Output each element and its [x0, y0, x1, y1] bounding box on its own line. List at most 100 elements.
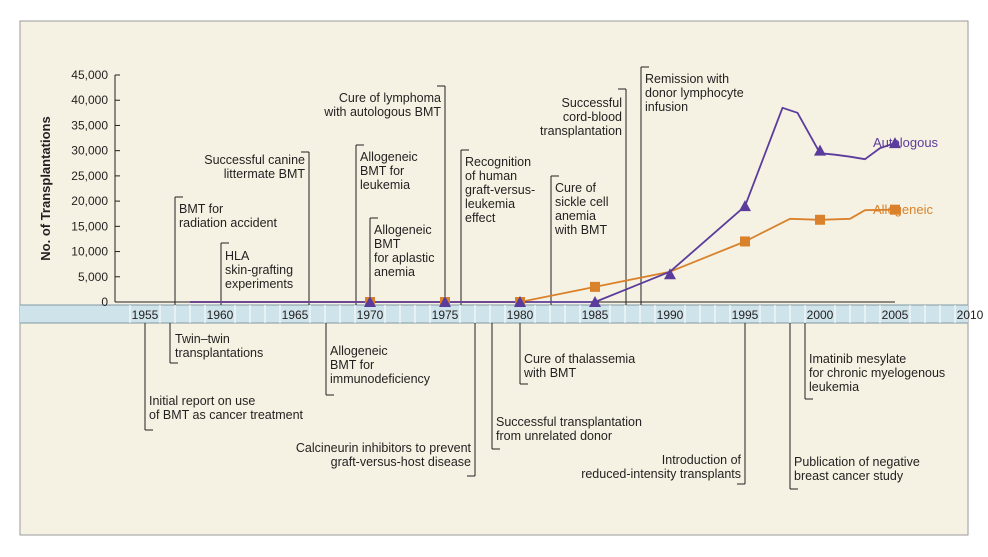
y-tick-label: 25,000 — [71, 169, 108, 183]
annotation-label-line: reduced-intensity transplants — [581, 467, 741, 481]
annotation-label: Allogeneic BMT for leukemia — [360, 150, 418, 192]
annotation-label-line: leukemia — [465, 197, 515, 211]
x-tick-label: 1980 — [507, 308, 534, 322]
annotation-label-line: Successful — [562, 96, 622, 110]
annotation-label-line: with autologous BMT — [323, 105, 441, 119]
series-label-autologous: Autologous — [873, 135, 939, 150]
y-tick-label: 10,000 — [71, 245, 108, 259]
annotation-label: HLA skin-grafting experiments — [225, 249, 293, 291]
x-tick-label: 1975 — [432, 308, 459, 322]
annotation-label: Successful cord-blood transplantation — [540, 96, 622, 138]
annotation-label-line: Cure of lymphoma — [339, 91, 441, 105]
annotation-label-line: breast cancer study — [794, 469, 904, 483]
annotation-label-line: Initial report on use — [149, 394, 255, 408]
annotation-label-line: transplantation — [540, 124, 622, 138]
annotation-label-line: Remission with — [645, 72, 729, 86]
data-point-autologous — [514, 296, 526, 307]
annotation-label-line: infusion — [645, 100, 688, 114]
annotation-label: Calcineurin inhibitors to prevent graft-v… — [296, 441, 472, 469]
annotation-label-line: skin-grafting — [225, 263, 293, 277]
y-axis-title: No. of Transplantations — [38, 116, 53, 260]
annotation-label-line: experiments — [225, 277, 293, 291]
annotation-label: Cure of sickle cell anemia with BMT — [554, 181, 609, 237]
annotation-label-line: Allogeneic — [374, 223, 432, 237]
series-line-autologous — [190, 106, 896, 303]
annotation-label-line: with BMT — [523, 366, 576, 380]
annotation-label: Allogeneic BMT for immunodeficiency — [330, 344, 431, 386]
data-point-autologous — [889, 137, 901, 149]
data-point-autologous — [364, 296, 376, 307]
annotation-label-line: Twin–twin — [175, 332, 230, 346]
annotation-label-line: for chronic myelogenous — [809, 366, 945, 380]
annotation-label: Introduction of reduced-intensity transpl… — [581, 453, 741, 481]
annotation-label-line: Cure of — [555, 181, 597, 195]
annotation-label: Remission with donor lymphocyte infusion — [645, 72, 744, 114]
data-point-allogeneic — [590, 281, 600, 292]
annotation-label-line: Publication of negative — [794, 455, 920, 469]
annotation-label-line: littermate BMT — [224, 167, 306, 181]
y-tick-label: 30,000 — [71, 144, 108, 158]
annotation-label-line: anemia — [555, 209, 596, 223]
x-tick-label: 1995 — [732, 308, 759, 322]
annotation-label-line: leukemia — [809, 380, 859, 394]
annotation-label-line: leukemia — [360, 178, 410, 192]
annotation-label: Imatinib mesylate for chronic myelogenous… — [809, 352, 945, 394]
annotation-label-line: BMT — [374, 237, 401, 251]
y-tick-label: 15,000 — [71, 219, 108, 233]
annotation-label-line: of human — [465, 169, 517, 183]
x-tick-label: 1990 — [657, 308, 684, 322]
annotation-label-line: Successful transplantation — [496, 415, 642, 429]
x-tick-label: 1955 — [132, 308, 159, 322]
annotation-label-line: Cure of thalassemia — [524, 352, 635, 366]
annotation-label: Twin–twin transplantations — [175, 332, 263, 360]
data-point-allogeneic — [740, 236, 750, 247]
y-tick-label: 35,000 — [71, 118, 108, 132]
annotation-label: Publication of negative breast cancer stu… — [794, 455, 920, 483]
annotation-label-line: anemia — [374, 265, 415, 279]
annotation-label: Cure of thalassemia with BMT — [523, 352, 635, 380]
annotation-label-line: Calcineurin inhibitors to prevent — [296, 441, 472, 455]
annotation-label-line: Introduction of — [662, 453, 742, 467]
annotation-label-line: immunodeficiency — [330, 372, 431, 386]
data-point-allogeneic — [815, 214, 825, 225]
y-tick-label: 40,000 — [71, 93, 108, 107]
y-tick-label: 5,000 — [78, 270, 108, 284]
x-tick-label: 2005 — [882, 308, 909, 322]
annotation-label-line: Recognition — [465, 155, 531, 169]
figure-border — [19, 20, 969, 536]
annotation-label-line: Allogeneic — [360, 150, 418, 164]
x-tick-label: 1985 — [582, 308, 609, 322]
annotation-label-line: transplantations — [175, 346, 263, 360]
annotation-label-line: BMT for — [360, 164, 404, 178]
timeline-band — [20, 305, 968, 323]
data-point-allogeneic — [890, 204, 900, 215]
annotation-label-line: for aplastic — [374, 251, 434, 265]
data-point-autologous — [439, 296, 451, 307]
annotation-label: Successful transplantation from unrelated… — [496, 415, 642, 443]
data-point-autologous — [739, 200, 751, 212]
data-point-autologous — [589, 296, 601, 307]
x-tick-label: 1960 — [207, 308, 234, 322]
annotation-label-line: BMT for — [330, 358, 374, 372]
x-tick-label: 1970 — [357, 308, 384, 322]
annotation-label-line: donor lymphocyte — [645, 86, 744, 100]
x-tick-label: 2000 — [807, 308, 834, 322]
annotation-label-line: HLA — [225, 249, 250, 263]
y-tick-label: 45,000 — [71, 68, 108, 82]
annotation-label: Initial report on use of BMT as cancer tr… — [149, 394, 304, 422]
annotation-label-line: with BMT — [554, 223, 607, 237]
x-tick-label: 2010 — [957, 308, 984, 322]
annotation-label: BMT for radiation accident — [179, 202, 278, 230]
annotation-label-line: graft-versus- — [465, 183, 535, 197]
y-tick-label: 20,000 — [71, 194, 108, 208]
annotation-label-line: Imatinib mesylate — [809, 352, 906, 366]
annotation-label-line: radiation accident — [179, 216, 278, 230]
data-point-autologous — [814, 144, 826, 156]
annotation-label: Cure of lymphoma with autologous BMT — [323, 91, 441, 119]
annotation-label: Recognition of human graft-versus-leukemia… — [465, 155, 535, 225]
annotation-label-line: cord-blood — [563, 110, 622, 124]
y-tick-label: 0 — [101, 295, 108, 309]
data-point-autologous — [664, 268, 676, 280]
